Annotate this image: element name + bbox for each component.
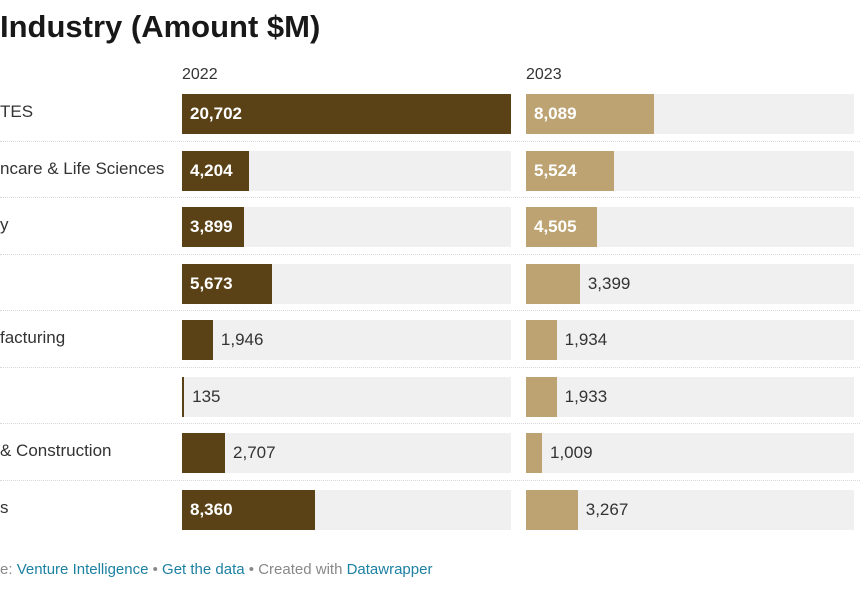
source-prefix: e: [0, 561, 17, 578]
bar-track-2022: 135 [182, 376, 511, 417]
bar-track-2023: 1,009 [526, 433, 854, 473]
value-label-2022: 1,946 [220, 330, 264, 349]
category-label: s [0, 497, 9, 517]
category-label: TES [0, 102, 34, 121]
bar-2023 [526, 94, 655, 134]
value-label-2022: 8,360 [190, 499, 233, 519]
bar-2022 [182, 433, 226, 473]
column-header-2022: 2022 [182, 66, 218, 83]
value-label-2023: 3,267 [585, 499, 629, 519]
chart-row: facturing 1,946 1,934 [0, 310, 860, 368]
value-label-2022: 2,707 [233, 443, 276, 462]
category-label: ncare & Life Sciences [0, 158, 165, 178]
bar-track-2023: 3,399 [526, 263, 854, 304]
bar-2023 [526, 207, 598, 247]
bar-2022 [182, 150, 249, 191]
chart-row: 5,673 3,399 [0, 254, 860, 311]
category-label: facturing [0, 328, 66, 347]
category-label: & Construction [0, 441, 112, 460]
value-label-2022: 3,899 [190, 217, 233, 236]
value-label-2022: 20,702 [190, 104, 242, 123]
value-label-2023: 1,933 [564, 386, 608, 406]
bar-2022 [182, 94, 511, 134]
bar-track-2022: 4,204 [182, 150, 511, 191]
chart-row: y 3,899 4,505 [0, 197, 860, 255]
value-label-2023: 4,505 [534, 217, 577, 236]
bar-2023 [526, 376, 557, 417]
footer-separator: • [244, 561, 259, 578]
bar-track-2023: 8,089 [526, 94, 854, 134]
chart-row: 135 1,933 [0, 367, 860, 424]
chart-row: ncare & Life Sciences 4,204 5,524 [0, 141, 860, 198]
column-header-2023: 2023 [526, 66, 562, 83]
value-label-2023: 5,524 [534, 160, 577, 180]
bar-2022 [182, 207, 244, 247]
chart-title: Industry (Amount $M) [0, 9, 321, 44]
bar-2023 [526, 489, 578, 530]
bar-track-2022: 5,673 [182, 263, 511, 304]
value-label-2022: 4,204 [190, 160, 233, 180]
value-label-2023: 1,009 [549, 443, 593, 462]
source-link[interactable]: Venture Intelligence [16, 561, 149, 578]
chart-footer: e: Venture Intelligence • Get the data •… [0, 561, 432, 578]
bar-track-2022: 3,899 [182, 207, 511, 247]
bar-track-2022: 20,702 [182, 94, 511, 134]
value-label-2023: 8,089 [534, 104, 577, 123]
bar-2023 [526, 320, 557, 360]
bar-2023 [526, 263, 580, 304]
bar-2023 [526, 150, 614, 191]
bar-track-2023: 1,934 [526, 320, 854, 360]
value-label-2022: 135 [192, 386, 221, 406]
created-with-text: Created with [258, 561, 347, 578]
bar-track-2023: 3,267 [526, 489, 854, 530]
bar-2022 [182, 489, 315, 530]
bar-2023 [526, 433, 542, 473]
value-label-2023: 3,399 [587, 273, 631, 293]
chart-row: TES 20,702 8,089 [0, 84, 860, 142]
bar-2022 [182, 376, 185, 417]
bar-track-2022: 1,946 [182, 320, 511, 360]
footer-separator: • [148, 561, 163, 578]
chart-row: s 8,360 3,267 [0, 480, 860, 537]
value-label-2022: 5,673 [190, 273, 233, 293]
chart-row: & Construction 2,707 1,009 [0, 423, 860, 481]
bar-track-2023: 1,933 [526, 376, 854, 417]
bar-track-2023: 4,505 [526, 207, 854, 247]
get-the-data-link[interactable]: Get the data [162, 561, 245, 578]
bar-track-2022: 8,360 [182, 489, 511, 530]
bar-2022 [182, 320, 213, 360]
datawrapper-link[interactable]: Datawrapper [346, 561, 433, 578]
value-label-2023: 1,934 [564, 330, 608, 349]
category-label: y [0, 215, 9, 234]
bar-2022 [182, 263, 273, 304]
bar-track-2022: 2,707 [182, 433, 511, 473]
bar-track-2023: 5,524 [526, 150, 854, 191]
